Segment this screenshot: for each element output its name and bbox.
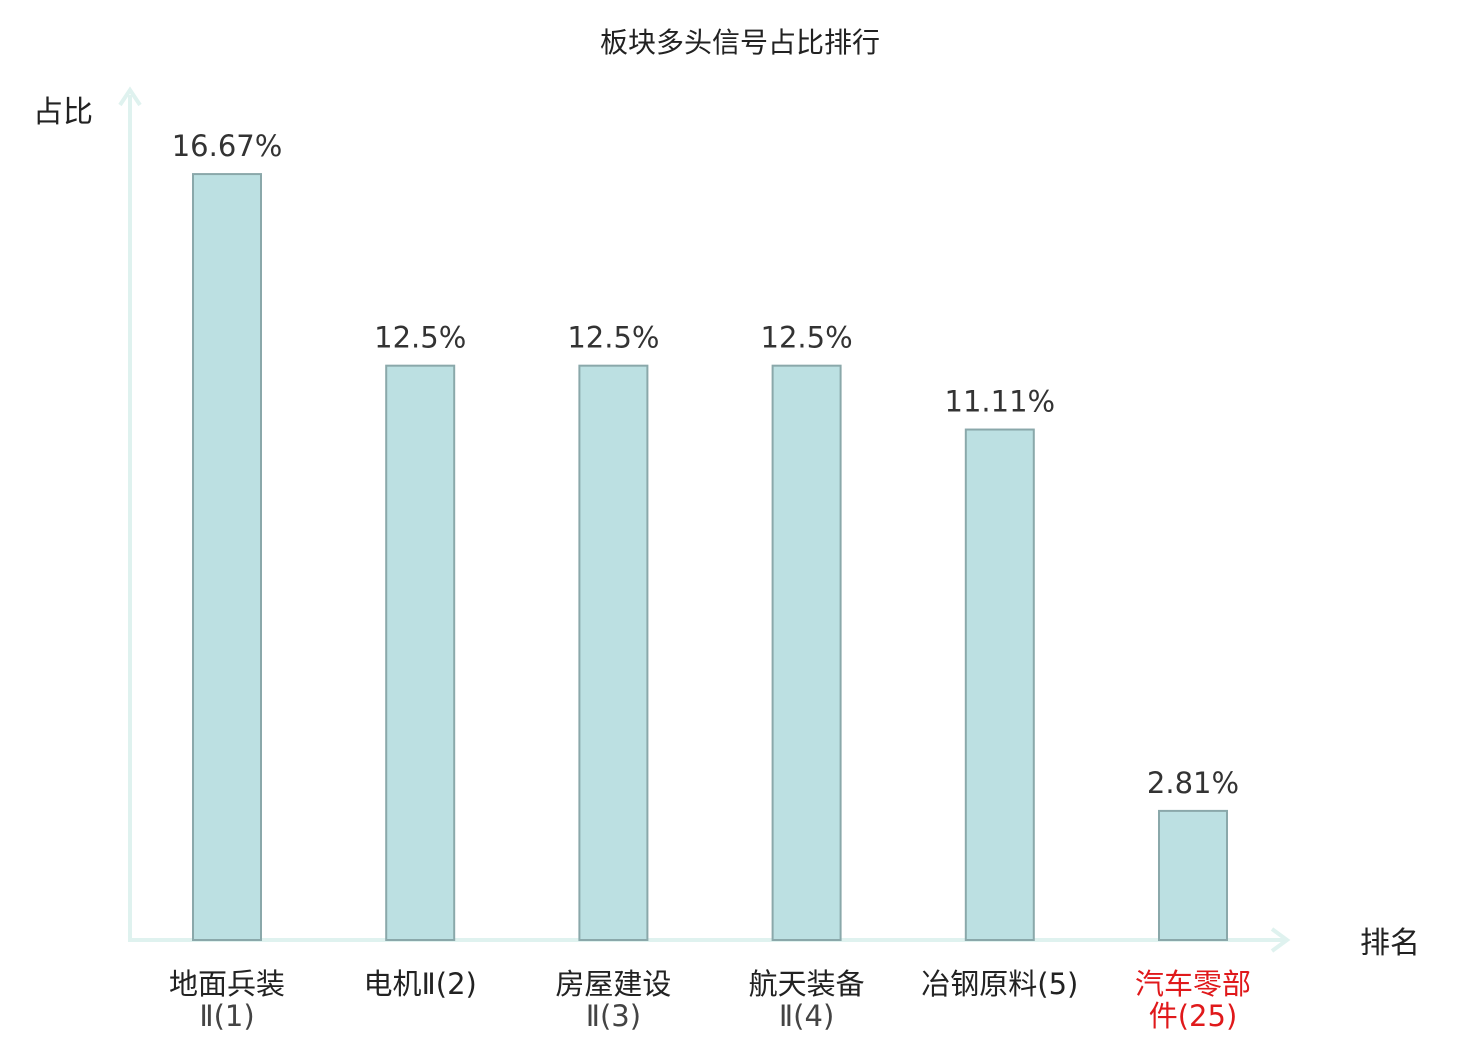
value-label-2: 12.5% (374, 321, 466, 355)
category-label-3: 房屋建设 (555, 967, 671, 1001)
category-label-1: 地面兵装 (169, 967, 285, 1001)
value-labels-group: 16.67% 12.5% 12.5% 12.5% 11.11% 2.81% (172, 129, 1239, 800)
bars-group (192, 173, 1228, 942)
category-label-5: 冶钢原料(5) (921, 967, 1078, 1001)
value-label-5: 11.11% (945, 385, 1056, 419)
bar-6 (1158, 809, 1228, 942)
category-label-4: 航天装备 (749, 967, 865, 1001)
value-label-3: 12.5% (567, 321, 659, 355)
category-label-6: 汽车零部 (1135, 967, 1251, 1001)
x-axis (128, 927, 1291, 953)
value-label-1: 16.67% (172, 129, 283, 163)
bar-2 (385, 364, 456, 942)
bar-5 (964, 428, 1035, 941)
category-label-6-line2: 件(25) (1149, 999, 1238, 1033)
y-axis (118, 86, 142, 940)
bar-3 (578, 364, 649, 942)
category-label-1-line2: Ⅱ(1) (199, 999, 254, 1033)
bar-1 (192, 173, 262, 942)
category-label-4-line2: Ⅱ(4) (779, 999, 834, 1033)
y-axis-label: 占比 (33, 95, 93, 130)
bar-4 (771, 364, 842, 942)
category-label-3-line2: Ⅱ(3) (586, 999, 641, 1033)
value-label-4: 12.5% (761, 321, 853, 355)
category-label-2: 电机Ⅱ(2) (364, 967, 477, 1001)
value-label-6: 2.81% (1147, 766, 1239, 800)
x-axis-label: 排名 (1360, 926, 1420, 961)
chart-title: 板块多头信号占比排行 (600, 26, 880, 59)
